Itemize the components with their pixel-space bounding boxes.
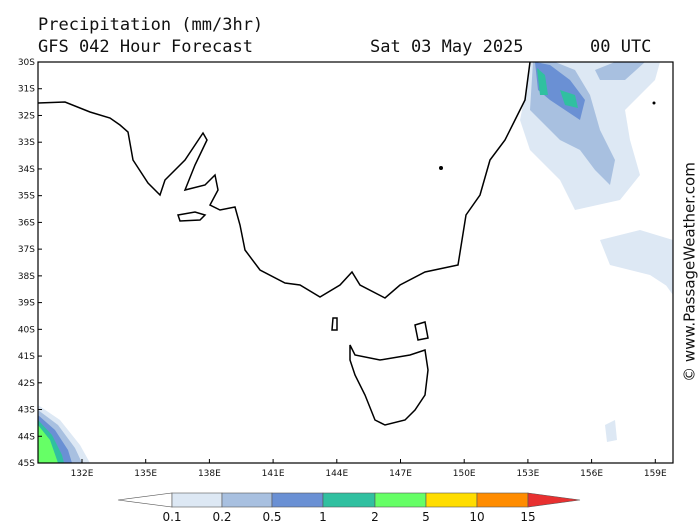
lat-label: 30S — [18, 58, 35, 68]
date: Sat 03 May 2025 — [370, 37, 524, 57]
lat-label: 31S — [18, 85, 35, 95]
lat-label: 32S — [18, 111, 35, 121]
lon-label: 138E — [198, 469, 221, 479]
lon-label: 153E — [516, 469, 539, 479]
lat-label: 45S — [18, 459, 35, 469]
lat-label: 35S — [18, 192, 35, 202]
lon-label: 156E — [580, 469, 603, 479]
lon-label: 141E — [262, 469, 285, 479]
legend-label: 15 — [520, 510, 535, 524]
lon-label: 159E — [644, 469, 667, 479]
lat-label: 33S — [18, 138, 35, 148]
legend-label: 5 — [422, 510, 430, 524]
model: GFS 042 Hour Forecast — [38, 37, 253, 57]
title: Precipitation (mm/3hr) — [38, 15, 263, 35]
lat-label: 38S — [18, 272, 35, 282]
lon-label: 144E — [325, 469, 348, 479]
lat-label: 40S — [18, 325, 35, 335]
credit: © www.PassageWeather.com — [681, 162, 699, 382]
legend-label: 2 — [371, 510, 379, 524]
lat-label: 44S — [18, 432, 35, 442]
legend-label: 1 — [319, 510, 327, 524]
lat-label: 34S — [18, 165, 35, 175]
legend-label: 0.1 — [162, 510, 181, 524]
lat-label: 36S — [18, 218, 35, 228]
lat-label: 39S — [18, 299, 35, 309]
lat-label: 42S — [18, 379, 35, 389]
colorbar — [117, 492, 581, 508]
coastline — [37, 61, 531, 426]
time: 00 UTC — [590, 37, 651, 57]
lat-label: 41S — [18, 352, 35, 362]
lon-label: 147E — [389, 469, 412, 479]
precipitation — [38, 62, 673, 463]
lon-label: 132E — [71, 469, 94, 479]
lon-label: 150E — [453, 469, 476, 479]
lat-label: 43S — [18, 406, 35, 416]
map-frame — [37, 61, 674, 464]
lon-label: 135E — [134, 469, 157, 479]
lat-label: 37S — [18, 245, 35, 255]
legend-label: 0.2 — [212, 510, 231, 524]
legend-label: 0.5 — [262, 510, 281, 524]
legend-label: 10 — [469, 510, 484, 524]
